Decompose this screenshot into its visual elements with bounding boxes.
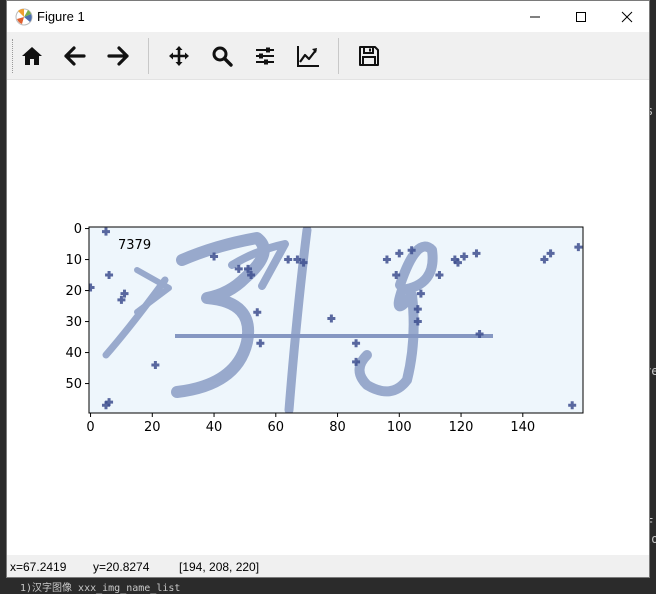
home-icon — [22, 47, 42, 65]
noise-dot — [256, 339, 265, 348]
y-tick-label: 50 — [65, 377, 82, 392]
arrow-right-icon — [107, 46, 129, 66]
noise-dots — [89, 227, 583, 410]
noise-dot — [413, 305, 422, 314]
close-icon — [621, 11, 633, 22]
title-bar[interactable]: Figure 1 — [7, 1, 649, 32]
noise-dot — [293, 255, 302, 264]
zoom-button[interactable] — [205, 39, 239, 73]
maximize-button[interactable] — [558, 1, 604, 32]
noise-dot — [407, 246, 416, 255]
y-tick-label: 40 — [65, 346, 82, 361]
noise-dot — [284, 255, 293, 264]
toolbar-grip[interactable] — [12, 39, 15, 73]
figure-canvas[interactable]: 7379 0 20 40 60 80 100 120 140 0 10 20 30 40 50 — [7, 80, 649, 555]
noise-dot — [327, 314, 336, 323]
noise-dot — [117, 295, 126, 304]
maximize-icon — [576, 11, 586, 22]
minimize-button[interactable] — [512, 1, 558, 32]
figure-window: Figure 1 — [6, 0, 650, 578]
noise-dot — [352, 357, 361, 366]
noise-dot — [475, 329, 484, 338]
noise-dot — [460, 252, 469, 261]
x-tick-label: 140 — [510, 420, 535, 435]
noise-dot — [574, 243, 583, 252]
stroke-three — [171, 232, 270, 398]
matplotlib-logo-icon — [15, 8, 33, 26]
x-tick-label: 120 — [449, 420, 474, 435]
status-bar: x=67.2419 y=20.8274 [194, 208, 220] — [7, 555, 649, 577]
noise-dot — [210, 252, 219, 261]
noise-dot — [395, 249, 404, 258]
cursor-x-readout: x=67.2419 — [10, 560, 67, 574]
y-tick-label: 20 — [65, 284, 82, 299]
noise-dot — [416, 289, 425, 298]
window-title: Figure 1 — [37, 9, 85, 24]
forward-button[interactable] — [101, 39, 135, 73]
back-button[interactable] — [58, 39, 92, 73]
close-button[interactable] — [604, 1, 650, 32]
noise-dot — [120, 289, 129, 298]
toolbar-separator — [338, 38, 339, 74]
noise-dot — [568, 401, 577, 410]
save-button[interactable] — [352, 39, 386, 73]
noise-dot — [546, 249, 555, 258]
noise-dot — [101, 227, 110, 236]
arrow-left-icon — [64, 46, 86, 66]
move-icon — [169, 46, 189, 66]
stroke-seven-b — [102, 276, 169, 359]
noise-dot — [299, 258, 308, 267]
y-axis: 0 10 20 30 40 50 — [65, 222, 89, 392]
x-tick-label: 100 — [387, 420, 412, 435]
background-text: 1)汉字图像 xxx_img_name_list — [20, 583, 181, 594]
noise-dot — [435, 271, 444, 280]
cursor-y-readout: y=20.8274 — [93, 560, 150, 574]
floppy-disk-icon — [359, 46, 379, 66]
noise-dot — [89, 283, 95, 292]
stroke-vertical — [284, 227, 312, 413]
line-chart-icon — [297, 46, 319, 67]
image-background — [89, 227, 583, 413]
stroke-seven-2 — [228, 240, 289, 290]
noise-dot — [105, 271, 114, 280]
y-tick-label: 30 — [65, 315, 82, 330]
noise-dot — [453, 258, 462, 267]
x-tick-label: 20 — [144, 420, 161, 435]
x-axis: 0 20 40 60 80 100 120 140 — [86, 413, 535, 435]
y-tick-label: 10 — [65, 253, 82, 268]
home-button[interactable] — [15, 39, 49, 73]
noise-dot — [352, 339, 361, 348]
minimize-icon — [530, 16, 540, 17]
noise-dot — [382, 255, 391, 264]
axes-frame — [88, 226, 584, 414]
captcha-image — [89, 227, 583, 413]
edit-axis-button[interactable] — [291, 39, 325, 73]
noise-dot — [247, 271, 256, 280]
sliders-icon — [256, 47, 274, 65]
x-tick-label: 80 — [329, 420, 346, 435]
toolbar-separator — [148, 38, 149, 74]
noise-dot — [540, 255, 549, 264]
pixel-rgb-readout: [194, 208, 220] — [179, 560, 260, 574]
subplots-button[interactable] — [248, 39, 282, 73]
noise-dot — [413, 317, 422, 326]
noise-dot — [392, 271, 401, 280]
noise-dot — [151, 360, 160, 369]
noise-dot — [105, 398, 114, 407]
stroke-nine — [354, 241, 438, 397]
x-tick-label: 40 — [206, 420, 223, 435]
noise-dot — [472, 249, 481, 258]
x-tick-label: 60 — [268, 420, 285, 435]
toolbar — [7, 32, 649, 80]
noise-dot — [253, 308, 262, 317]
noise-dot — [244, 264, 253, 273]
pan-button[interactable] — [162, 39, 196, 73]
x-tick-label: 0 — [86, 420, 94, 435]
image-plot[interactable]: 7379 0 20 40 60 80 100 120 140 0 10 20 30 40 50 — [7, 80, 649, 555]
image-annotation: 7379 — [118, 238, 151, 253]
noise-dot — [234, 264, 243, 273]
magnifier-icon — [212, 46, 233, 67]
y-tick-label: 0 — [74, 222, 82, 237]
